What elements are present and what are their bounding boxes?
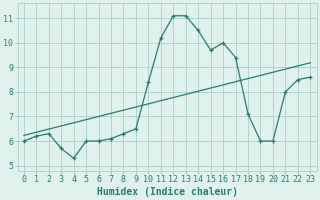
X-axis label: Humidex (Indice chaleur): Humidex (Indice chaleur) [97, 186, 237, 197]
